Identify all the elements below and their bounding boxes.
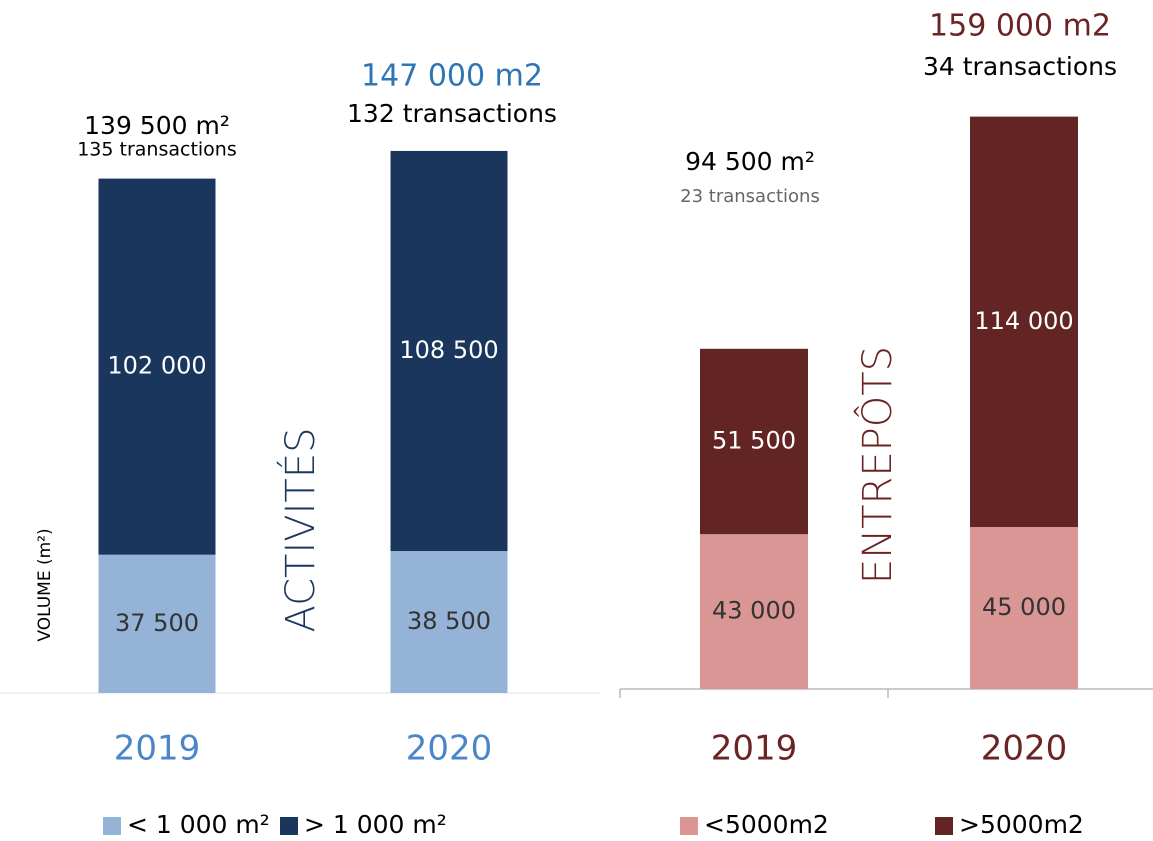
value-label: 43 000	[712, 597, 796, 625]
legend-label: >5000m2	[959, 810, 1084, 839]
transactions-label: 34 transactions	[923, 52, 1117, 81]
legend-swatch	[680, 817, 698, 835]
bar-segment	[970, 116, 1078, 527]
side-label: ENTREPÔTS	[853, 346, 901, 584]
bar-segment	[390, 150, 508, 552]
bar-segment	[700, 534, 808, 689]
legend-swatch	[935, 817, 953, 835]
legend-label: <5000m2	[704, 810, 829, 839]
category-label: 2020	[406, 729, 493, 769]
total-label: 94 500 m²	[685, 147, 815, 176]
category-label: 2019	[114, 729, 201, 769]
value-label: 38 500	[407, 607, 491, 635]
side-label: ACTIVITÉS	[276, 427, 324, 632]
value-label: 45 000	[982, 593, 1066, 621]
legend-label: > 1 000 m²	[304, 810, 447, 839]
bar-segment	[390, 551, 508, 693]
y-axis-label: VOLUME (m²)	[35, 528, 55, 641]
value-label: 37 500	[115, 609, 199, 637]
legend-label: < 1 000 m²	[127, 810, 270, 839]
category-label: 2019	[711, 729, 798, 769]
value-label: 108 500	[399, 336, 498, 364]
total-label: 147 000 m2	[361, 59, 543, 94]
value-label: 102 000	[107, 352, 206, 380]
legend-swatch	[103, 817, 121, 835]
value-label: 51 500	[712, 427, 796, 455]
total-label: 139 500 m²	[84, 111, 230, 140]
total-label: 159 000 m2	[929, 9, 1111, 44]
category-label: 2020	[981, 729, 1068, 769]
bar-segment	[98, 554, 216, 693]
bar-segment	[700, 348, 808, 535]
transactions-label: 132 transactions	[347, 99, 557, 128]
bar-segment	[98, 178, 216, 555]
transactions-label: 23 transactions	[680, 186, 820, 207]
bar-segment	[970, 527, 1078, 689]
legend-swatch	[280, 817, 298, 835]
value-label: 114 000	[974, 307, 1073, 335]
transactions-label: 135 transactions	[77, 139, 237, 161]
